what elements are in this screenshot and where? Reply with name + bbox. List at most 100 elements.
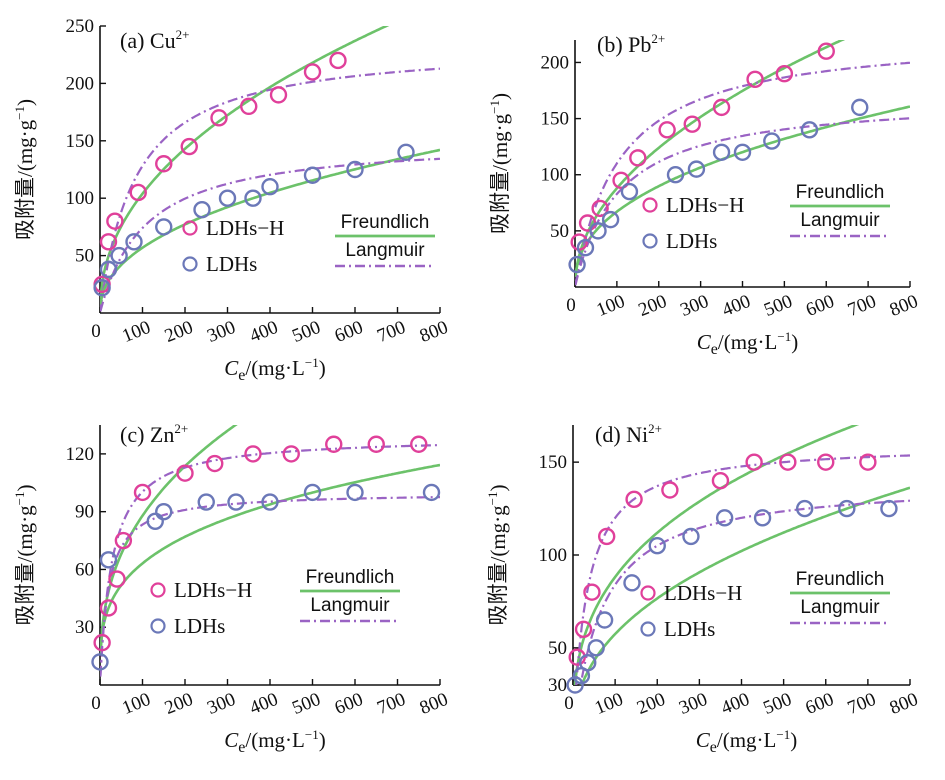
- data-point-ldhs: [99, 551, 118, 569]
- panel-title: (b) Pb2+: [597, 31, 665, 57]
- data-point-ldhs_h: [240, 97, 258, 116]
- x-axis-label: Ce/(mg·L−1): [224, 727, 325, 756]
- data-point-ldhs: [589, 222, 607, 240]
- data-point-ldhs: [244, 189, 262, 207]
- legend-label-ldhs: LDHs: [666, 229, 717, 253]
- data-point-ldhs: [800, 121, 819, 139]
- langmuir-curve-ldhs_h: [100, 67, 440, 310]
- data-point-ldhs: [261, 178, 279, 196]
- x-tick-label: 500: [761, 291, 795, 321]
- legend-label-ldhs: LDHs: [174, 614, 225, 638]
- x-tick-label: 300: [677, 291, 711, 321]
- data-point-ldhs_h: [129, 183, 147, 202]
- y-tick-label: 90: [75, 502, 94, 523]
- ion-charge: 2+: [174, 421, 188, 436]
- langmuir-curve-ldhs_h: [100, 444, 440, 677]
- data-point-ldhs_h: [775, 64, 794, 83]
- x-tick-label: 400: [247, 689, 281, 719]
- y-tick-label: 150: [66, 131, 95, 152]
- data-point-ldhs: [146, 512, 164, 530]
- data-point-ldhs_h: [658, 121, 676, 139]
- data-point-ldhs: [851, 98, 869, 117]
- data-point-ldhs: [303, 483, 322, 502]
- x-tick-label: 100: [592, 689, 626, 719]
- x-tick-label: 600: [332, 689, 366, 719]
- data-point-ldhs: [587, 639, 605, 657]
- panel-1: 0 100 200 300 400 500 600 700 80050100150200(b) …: [487, 31, 921, 358]
- x-tick-label: 700: [845, 291, 879, 321]
- data-point-ldhs_h: [114, 531, 133, 550]
- freundlich-curve-ldhs_h: [100, 425, 238, 655]
- y-tick-label: 50: [550, 221, 569, 242]
- data-point-ldhs_h: [180, 137, 198, 156]
- data-point-ldhs_h: [817, 453, 835, 471]
- y-axis-label: 吸附量/(mg·g−1): [487, 93, 512, 234]
- data-point-ldhs: [682, 527, 700, 546]
- x-tick-label: 200: [162, 317, 196, 347]
- legend-label-ldhs_h: LDHs−H: [666, 193, 744, 217]
- langmuir-curve-ldhs_h: [575, 454, 910, 685]
- data-point-ldhs_h: [133, 483, 152, 502]
- legend-marker-ldhs: [182, 256, 198, 272]
- x-tick-label: 400: [719, 291, 753, 321]
- y-tick-label: 50: [548, 638, 567, 659]
- legend-marker-ldhs: [642, 233, 658, 249]
- data-point-ldhs_h: [108, 570, 126, 588]
- data-point-ldhs: [125, 233, 143, 251]
- x-tick-label: 300: [676, 689, 710, 719]
- y-tick-label: 200: [541, 52, 570, 73]
- data-point-ldhs: [346, 483, 364, 502]
- data-point-ldhs: [568, 255, 586, 274]
- legend-marker-ldhs_h: [150, 582, 166, 598]
- data-point-ldhs_h: [99, 599, 118, 617]
- x-tick-label: 100: [594, 291, 628, 321]
- data-point-ldhs: [579, 654, 597, 672]
- data-point-ldhs: [763, 132, 781, 150]
- data-point-ldhs: [712, 143, 731, 161]
- data-point-ldhs: [595, 611, 614, 629]
- x-tick-label: 500: [289, 689, 323, 719]
- data-point-ldhs: [601, 210, 620, 229]
- panel-title: (a) Cu2+: [120, 27, 189, 53]
- data-point-ldhs: [346, 160, 364, 179]
- langmuir-curve-ldhs: [579, 499, 910, 685]
- data-point-ldhs_h: [155, 155, 173, 173]
- data-point-ldhs_h: [746, 70, 764, 88]
- data-point-ldhs: [623, 574, 641, 592]
- data-point-ldhs_h: [598, 527, 616, 546]
- panel-title: (c) Zn2+: [120, 421, 188, 447]
- freundlich-curve-ldhs: [575, 105, 910, 277]
- x-tick-label: 500: [760, 689, 794, 719]
- y-tick-label: 100: [541, 165, 570, 186]
- data-point-ldhs_h: [176, 464, 194, 482]
- data-point-ldhs_h: [745, 453, 763, 471]
- legend-label-freundlich: Freundlich: [306, 567, 395, 588]
- y-axis-label: 吸附量/(mg·g−1): [485, 485, 510, 626]
- legend-marker-ldhs: [150, 618, 166, 634]
- x-tick-label: 300: [204, 317, 238, 347]
- legend-label-langmuir: Langmuir: [800, 210, 880, 231]
- data-point-ldhs: [303, 166, 322, 184]
- data-point-ldhs: [687, 160, 706, 178]
- ion-charge: 2+: [176, 27, 190, 42]
- x-tick-label: 100: [119, 317, 153, 347]
- data-point-ldhs_h: [325, 435, 343, 453]
- data-point-ldhs: [648, 537, 666, 555]
- freundlich-curve-ldhs_h: [100, 26, 390, 299]
- freundlich-curve-ldhs_h: [573, 425, 860, 685]
- x-tick-label: 800: [417, 317, 451, 347]
- data-point-ldhs: [397, 143, 415, 161]
- y-axis-label: 吸附量/(mg·g−1): [12, 485, 37, 626]
- data-point-ldhs_h: [625, 490, 643, 508]
- y-tick-label: 100: [66, 188, 95, 209]
- data-point-ldhs: [620, 182, 639, 201]
- data-point-ldhs_h: [629, 149, 647, 167]
- data-point-ldhs_h: [661, 481, 679, 499]
- legend-marker-ldhs_h: [182, 220, 198, 236]
- ion-charge: 2+: [648, 421, 662, 436]
- data-point-ldhs: [838, 499, 856, 518]
- data-point-ldhs: [261, 493, 279, 511]
- data-point-ldhs: [99, 260, 118, 279]
- legend-label-ldhs_h: LDHs−H: [206, 216, 284, 240]
- data-point-ldhs_h: [711, 472, 730, 490]
